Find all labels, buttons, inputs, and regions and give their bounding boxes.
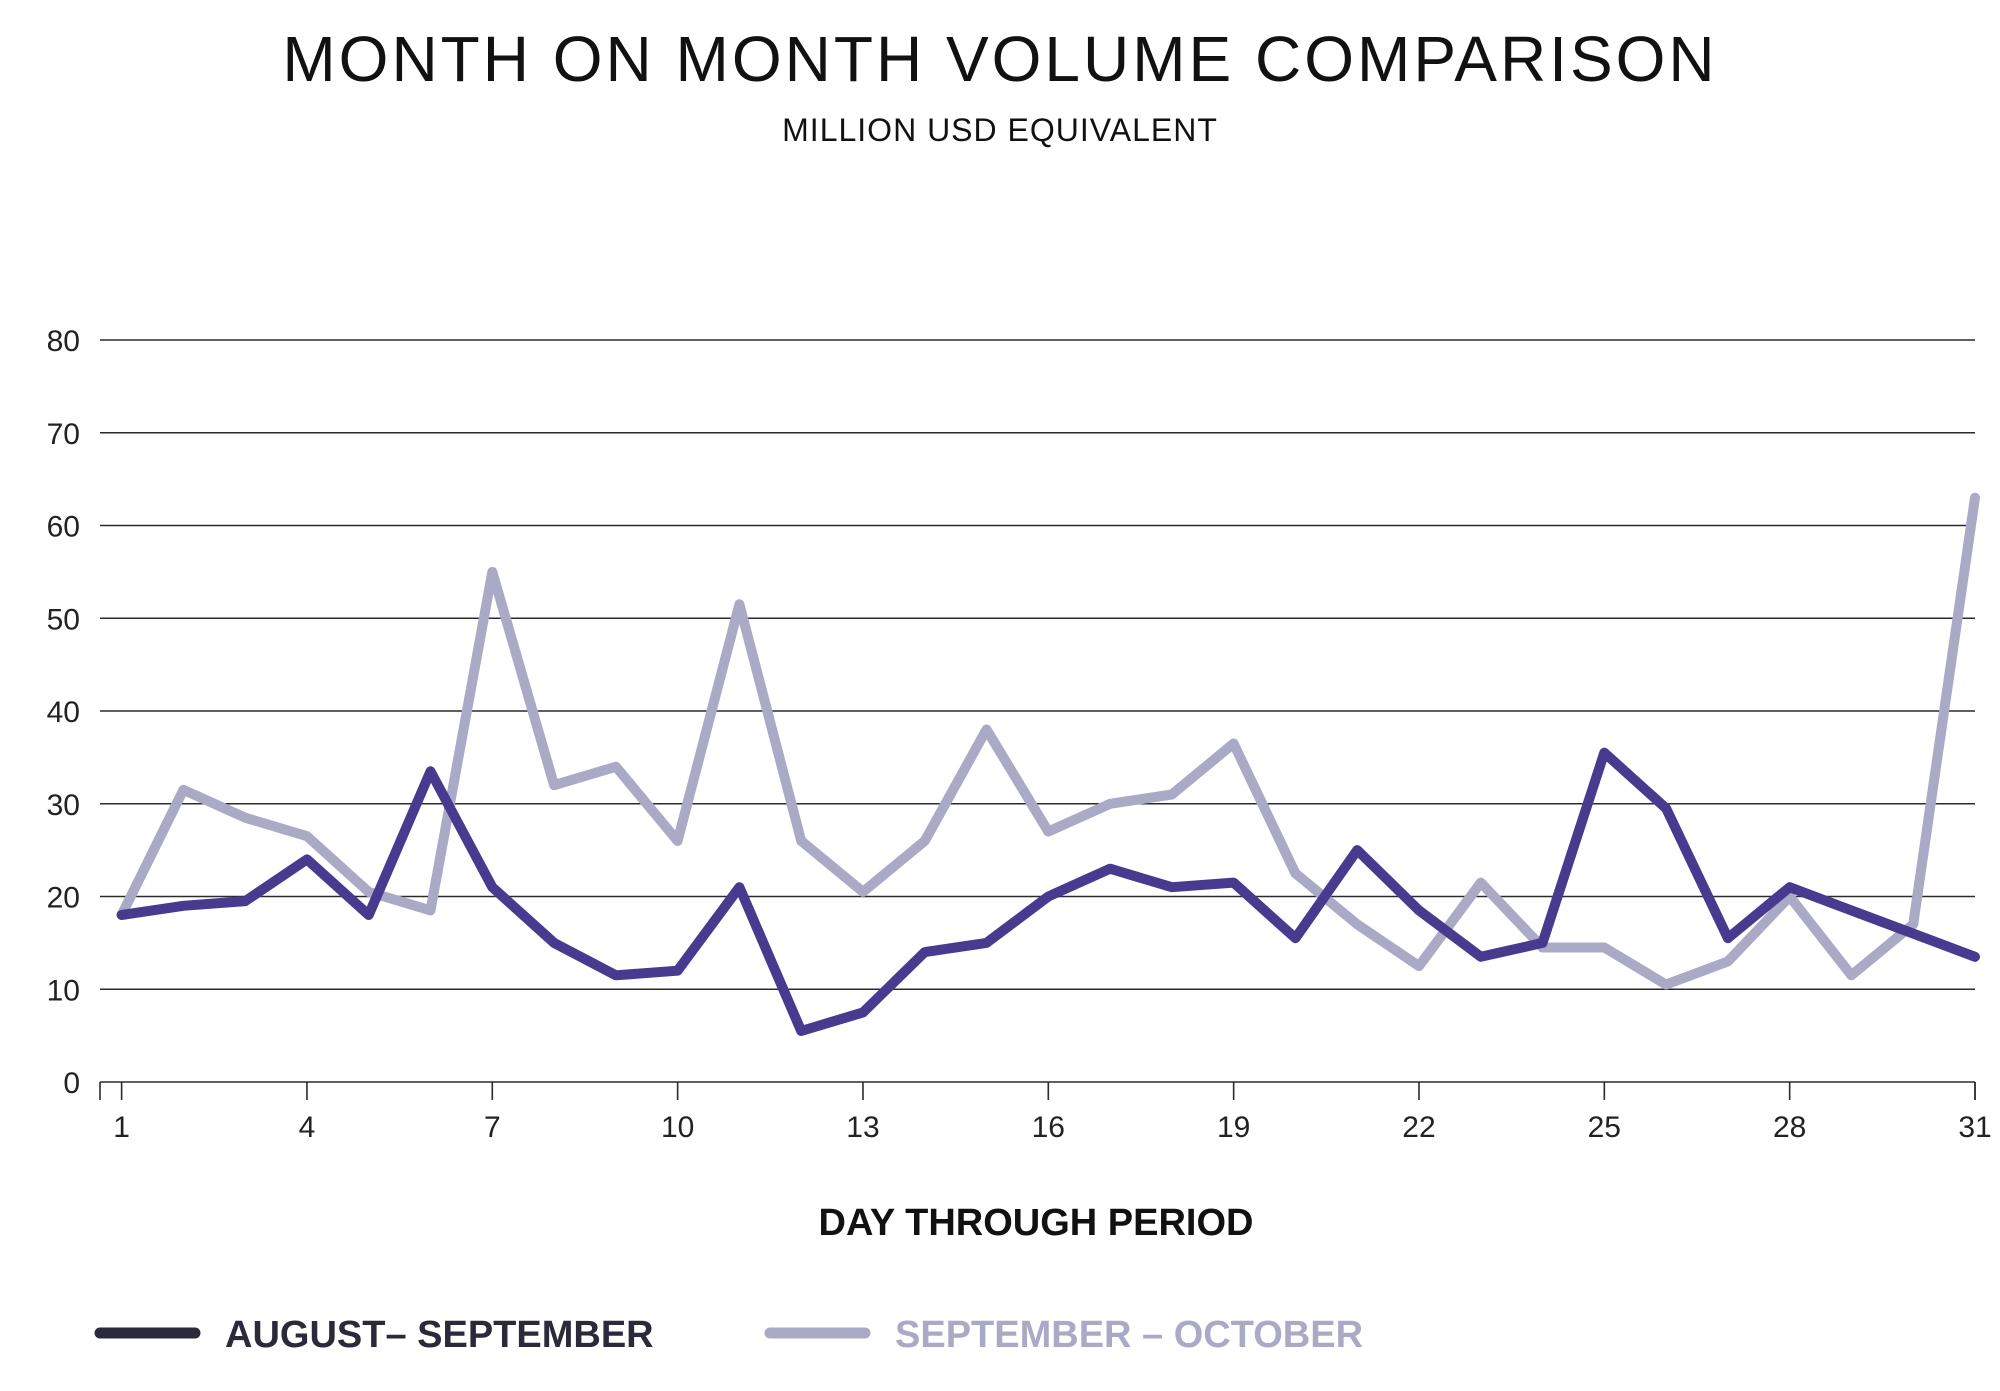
y-tick-label: 30 <box>47 789 80 822</box>
grid-lines <box>100 339 1975 991</box>
series-lines <box>116 492 1980 1036</box>
x-tick-label: 19 <box>1217 1111 1250 1144</box>
x-tick-label: 10 <box>661 1111 694 1144</box>
x-tick-label: 7 <box>484 1111 501 1144</box>
x-tick-label: 31 <box>1958 1111 1991 1144</box>
y-tick-label: 20 <box>47 882 80 915</box>
y-tick-label: 80 <box>47 325 80 358</box>
legend-label: AUGUST– SEPTEMBER <box>225 1314 654 1356</box>
x-axis-label: DAY THROUGH PERIOD <box>819 1202 1254 1244</box>
y-tick-label: 70 <box>47 418 80 451</box>
series-line-1 <box>116 747 1980 1036</box>
series-line-2 <box>116 492 1980 990</box>
y-tick-label: 60 <box>47 511 80 544</box>
legend-label: SEPTEMBER – OCTOBER <box>895 1314 1363 1356</box>
y-tick-label: 10 <box>47 974 80 1007</box>
x-tick-label: 1 <box>113 1111 130 1144</box>
x-tick-label: 25 <box>1588 1111 1621 1144</box>
chart-subtitle: MILLION USD EQUIVALENT <box>782 112 1218 148</box>
y-tick-label: 40 <box>47 696 80 729</box>
y-tick-label: 50 <box>47 603 80 636</box>
axes: 0 10 20 30 40 50 60 70 80 1 4 7 10 13 16 19 22 25 28 31 <box>47 325 1992 1144</box>
x-tick-label: 28 <box>1773 1111 1806 1144</box>
legend: AUGUST– SEPTEMBER SEPTEMBER – OCTOBER <box>94 1314 1363 1356</box>
x-tick-label: 13 <box>846 1111 879 1144</box>
y-tick-label: 0 <box>63 1067 80 1100</box>
x-tick-label: 4 <box>299 1111 316 1144</box>
x-tick-label: 16 <box>1032 1111 1065 1144</box>
chart-title: MONTH ON MONTH VOLUME COMPARISON <box>282 23 1718 95</box>
x-tick-label: 22 <box>1402 1111 1435 1144</box>
